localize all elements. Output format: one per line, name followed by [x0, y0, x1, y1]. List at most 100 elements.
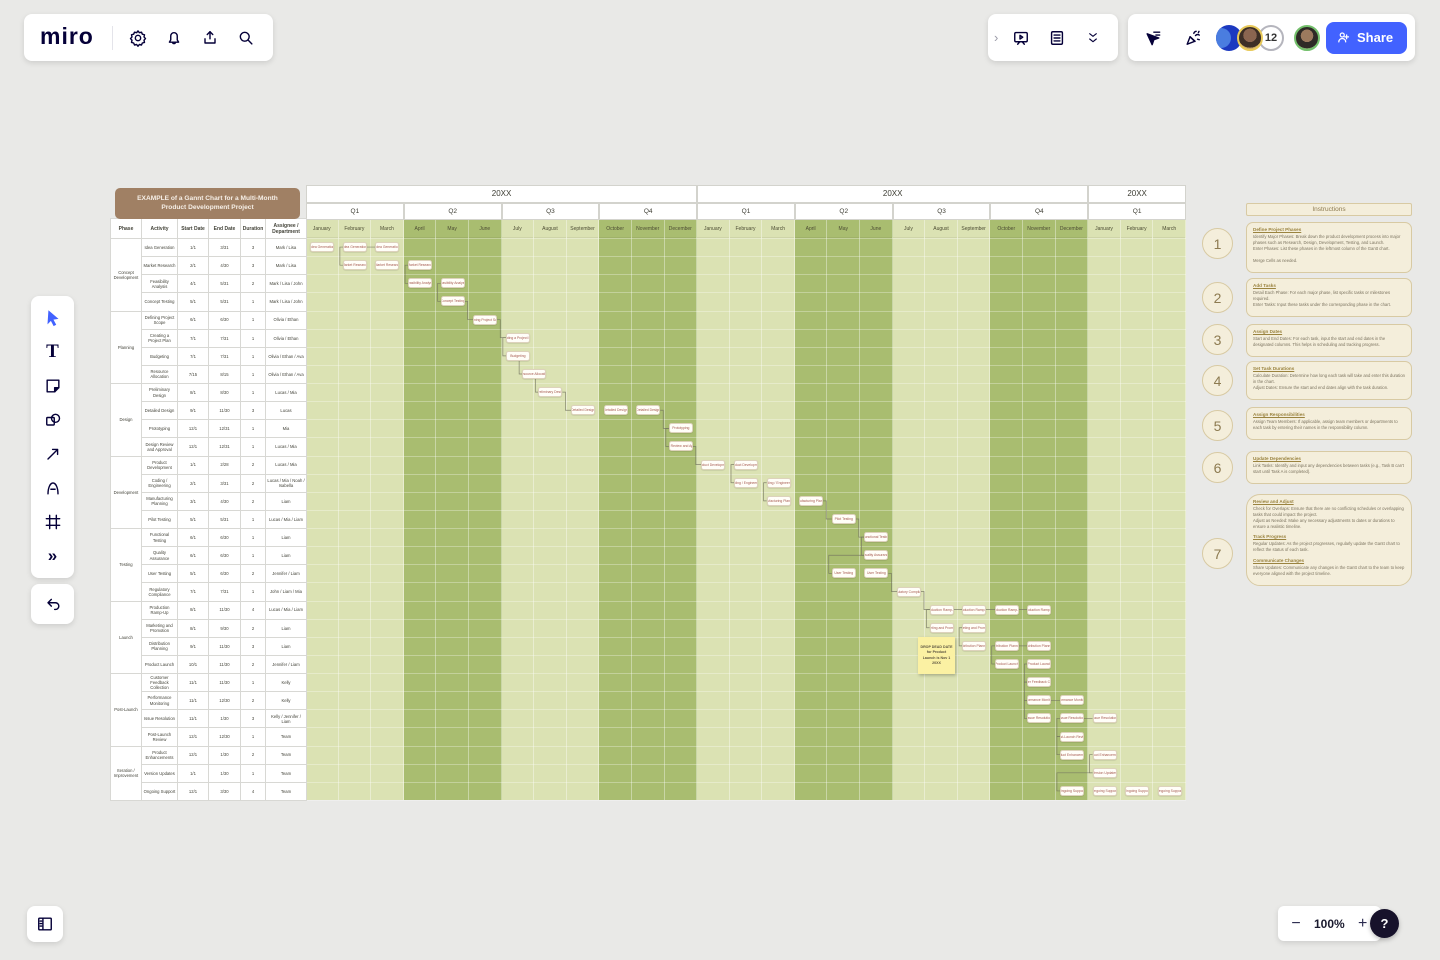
connection-line-tool[interactable]: [37, 438, 69, 470]
gantt-task-chip[interactable]: Market Research: [375, 260, 400, 271]
zoom-out-button[interactable]: −: [1291, 914, 1301, 932]
table-row[interactable]: Concept Testing 5/1 5/31 1 Mark / Lisa / Joh…: [111, 292, 307, 312]
gantt-task-chip[interactable]: Regulatory Compliance: [896, 586, 921, 597]
gantt-task-chip[interactable]: Marketing and Promotion: [929, 622, 954, 633]
table-row[interactable]: Planning Defining Project Scope 6/1 6/30 1 Ol…: [110, 310, 307, 384]
instruction-title[interactable]: Communicate Changes: [1253, 557, 1305, 563]
instruction-card[interactable]: Review and Adjust Check for Overlaps: Ens…: [1246, 494, 1412, 586]
gantt-task-chip[interactable]: User Testing: [864, 568, 889, 579]
avatar-collaborator-2[interactable]: [1237, 24, 1263, 51]
instruction-title[interactable]: Assign Responsibilities: [1253, 412, 1305, 417]
select-tool[interactable]: [37, 302, 69, 334]
gantt-task-chip[interactable]: Distribution Planning: [962, 640, 987, 651]
gantt-task-chip[interactable]: Issue Resolution: [1059, 713, 1084, 724]
sticky-note-tool[interactable]: [37, 370, 69, 402]
gantt-task-chip[interactable]: Idea Generation: [342, 242, 367, 253]
gantt-task-chip[interactable]: Prototyping: [668, 423, 693, 434]
sidebar-layout-icon[interactable]: [27, 906, 63, 942]
instruction-card[interactable]: Assign Dates Start and End Dates: For eac…: [1246, 324, 1412, 358]
gantt-task-chip[interactable]: Feasibility Analysis: [408, 278, 433, 289]
gantt-task-chip[interactable]: Marketing and Promotion: [962, 622, 987, 633]
presentation-icon[interactable]: [1004, 21, 1038, 55]
table-row[interactable]: Post-Launch Customer Feedback Collection 1…: [110, 672, 307, 747]
table-row[interactable]: Performance Monitoring 11/1 12/30 2 Kelly: [111, 691, 307, 711]
phase-cell[interactable]: Planning: [110, 310, 142, 384]
collaborator-count-badge[interactable]: 12: [1258, 24, 1284, 51]
gantt-task-chip[interactable]: Coding / Engineering: [734, 477, 758, 488]
gantt-task-chip[interactable]: Ongoing Support: [1092, 785, 1117, 796]
table-row[interactable]: Budgeting 7/1 7/31 1 Olivia / Ethan / Ava: [111, 346, 307, 366]
gantt-task-chip[interactable]: Product Enhancements: [1092, 749, 1117, 760]
table-row[interactable]: Distribution Planning 9/1 11/30 3 Liam: [111, 636, 307, 656]
gantt-task-chip[interactable]: Production Ramp-Up: [962, 604, 987, 615]
phase-cell[interactable]: Concept Development: [110, 238, 142, 312]
instruction-title[interactable]: Set Task Durations: [1253, 366, 1295, 371]
pen-tool[interactable]: [37, 472, 69, 504]
table-row[interactable]: Design Review and Approval 12/1 12/31 1 Luca…: [111, 437, 307, 457]
gantt-task-chip[interactable]: Production Ramp-Up: [994, 604, 1019, 615]
notes-icon[interactable]: [1040, 21, 1074, 55]
share-button[interactable]: Share: [1326, 21, 1408, 54]
gantt-task-chip[interactable]: Market Research: [342, 260, 367, 271]
gantt-task-chip[interactable]: Distribution Planning: [994, 640, 1019, 651]
step-number[interactable]: 6: [1202, 452, 1233, 483]
table-row[interactable]: Creating a Project Plan 7/1 7/31 1 Olivia / …: [111, 328, 307, 348]
step-number[interactable]: 7: [1202, 538, 1233, 569]
gantt-task-chip[interactable]: Quality Assurance: [864, 550, 889, 561]
table-row[interactable]: User Testing 5/1 6/30 2 Jennifer / Liam: [111, 564, 307, 584]
export-icon[interactable]: [193, 21, 227, 55]
instruction-title[interactable]: Update Dependencies: [1253, 456, 1301, 461]
gantt-task-chip[interactable]: Detailed Design: [571, 405, 596, 416]
phase-cell[interactable]: Development: [110, 455, 142, 529]
collapse-chevron-icon[interactable]: ›: [994, 30, 999, 45]
table-row[interactable]: Product Launch 10/1 11/30 2 Jennifer / Liam: [111, 654, 307, 675]
gantt-task-chip[interactable]: Functional Testing: [864, 532, 889, 543]
gantt-task-chip[interactable]: Product Launch: [994, 659, 1019, 670]
gantt-task-chip[interactable]: Market Research: [408, 260, 433, 271]
undo-button[interactable]: [37, 588, 69, 620]
gantt-task-chip[interactable]: Pilot Testing: [831, 514, 856, 524]
more-tools[interactable]: »: [47, 546, 58, 565]
gantt-task-chip[interactable]: Preliminary Design: [538, 387, 563, 398]
gantt-task-chip[interactable]: Budgeting: [505, 350, 530, 361]
gantt-task-chip[interactable]: Ongoing Support: [1157, 785, 1182, 796]
gantt-task-chip[interactable]: Product Development: [701, 459, 726, 470]
gantt-task-chip[interactable]: Detailed Design: [603, 405, 628, 416]
table-row[interactable]: Development Product Development 1/1 2/28 2 Lu…: [110, 455, 307, 529]
gantt-task-chip[interactable]: Manufacturing Planning: [799, 495, 824, 506]
phase-cell[interactable]: Launch: [110, 600, 142, 674]
table-row[interactable]: Concept Development Idea Generation 1/1 3/3…: [110, 237, 307, 312]
help-button[interactable]: ?: [1370, 909, 1399, 938]
gantt-activity-table[interactable]: Phase Activity Start Date End Date Duration A…: [110, 218, 307, 801]
instruction-card[interactable]: Add Tasks Detail Each Phase: For each maj…: [1246, 278, 1412, 318]
gantt-task-chip[interactable]: Idea Generation: [375, 242, 400, 253]
gantt-task-chip[interactable]: Design Review and Approval: [668, 441, 693, 452]
gantt-task-chip[interactable]: Creating a Project Plan: [505, 332, 530, 343]
frame-tool[interactable]: [37, 506, 69, 538]
miro-logo[interactable]: miro: [40, 22, 94, 49]
instruction-title[interactable]: Define Project Phases: [1253, 227, 1302, 232]
follow-pointer-icon[interactable]: [1136, 21, 1170, 55]
gantt-task-chip[interactable]: Distribution Planning: [1027, 640, 1052, 651]
phase-cell[interactable]: Design: [110, 383, 142, 457]
instruction-card[interactable]: Update Dependencies Link Tasks: Identify …: [1246, 451, 1412, 485]
phase-cell[interactable]: Iteration / Improvement: [110, 745, 142, 801]
table-row[interactable]: Design Preliminary Design 8/1 8/30 1 Lucas / …: [110, 382, 307, 457]
table-row[interactable]: Iteration / Improvement Product Enhanceme…: [110, 745, 307, 801]
table-row[interactable]: Ongoing Support 12/1 3/30 4 Team: [111, 781, 307, 801]
gantt-task-chip[interactable]: Product Development: [734, 459, 758, 470]
phase-cell[interactable]: Post-Launch: [110, 673, 142, 747]
gantt-task-chip[interactable]: Detailed Design: [636, 405, 661, 416]
instruction-card[interactable]: Set Task Durations Calculate Duration: De…: [1246, 361, 1412, 401]
step-number[interactable]: 4: [1202, 365, 1233, 396]
table-row[interactable]: Marketing and Promotion 8/1 9/30 2 Liam: [111, 618, 307, 638]
notifications-bell-icon[interactable]: [157, 21, 191, 55]
settings-gear-icon[interactable]: [121, 21, 155, 55]
table-row[interactable]: Launch Production Ramp-Up 8/1 11/30 4 Lucas /…: [110, 600, 307, 674]
gantt-task-chip[interactable]: Customer Feedback Collection: [1027, 677, 1052, 688]
table-row[interactable]: Testing Functional Testing 6/1 6/30 1 Liam: [110, 527, 307, 602]
table-row[interactable]: Manufacturing Planning 3/1 4/30 2 Liam: [111, 491, 307, 511]
shapes-tool[interactable]: [37, 404, 69, 436]
gantt-task-chip[interactable]: Performance Monitoring: [1027, 695, 1052, 706]
gantt-task-chip[interactable]: Feasibility Analysis: [440, 278, 465, 289]
